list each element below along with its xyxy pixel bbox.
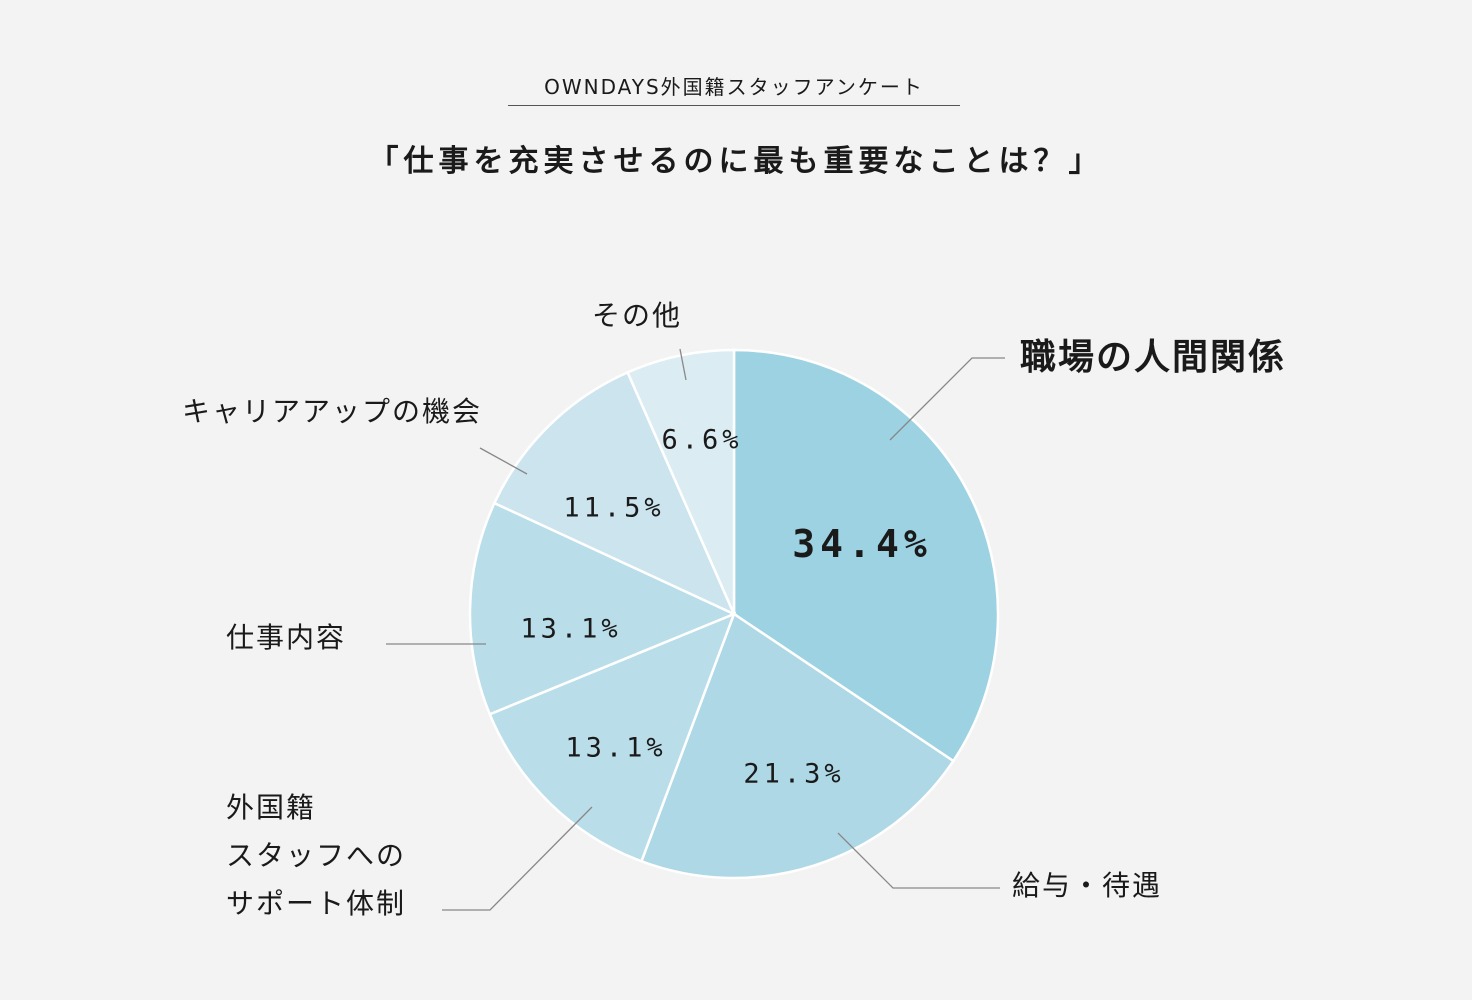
pie-slice-6 [625,348,736,615]
slice-percent-label: 11.5% [563,492,665,524]
pie-slice-5 [492,370,737,617]
slice-category-label: 外国籍スタッフへの サポート体制 [226,784,406,928]
slice-category-label: 給与・待遇 [1012,869,1163,902]
slice-category-label: キャリアアップの機会 [182,395,483,428]
survey-subtitle: OWNDAYS外国籍スタッフアンケート [508,72,960,106]
slice-percent-label: 34.4% [792,522,932,566]
leader-line-2 [837,832,1000,889]
slice-percent-label: 6.6% [661,424,743,456]
chart-title: 「仕事を充実させるのに最も重要なことは？」 [368,144,1104,179]
pie-slice-2 [639,612,956,880]
slice-percent-label: 13.1% [565,732,667,764]
pie-slice-4 [468,501,738,716]
leader-line-6 [679,348,687,381]
pie-slice-1 [732,348,1000,763]
slice-category-label-line: 外国籍 [226,791,317,824]
slice-category-label-line: サポート体制 [226,887,407,920]
slice-percent-label: 13.1% [520,613,622,645]
leader-line-3 [442,806,593,911]
slice-category-label: その他 [592,299,683,332]
pie-slice-3 [488,611,737,863]
leader-line-1 [889,357,1005,441]
slice-category-label: 職場の人間関係 [1020,337,1287,378]
slice-category-label-line: スタッフへの [226,839,407,872]
slice-category-label: 仕事内容 [226,621,347,654]
leader-line-5 [479,447,528,475]
slice-percent-label: 21.3% [743,758,845,790]
